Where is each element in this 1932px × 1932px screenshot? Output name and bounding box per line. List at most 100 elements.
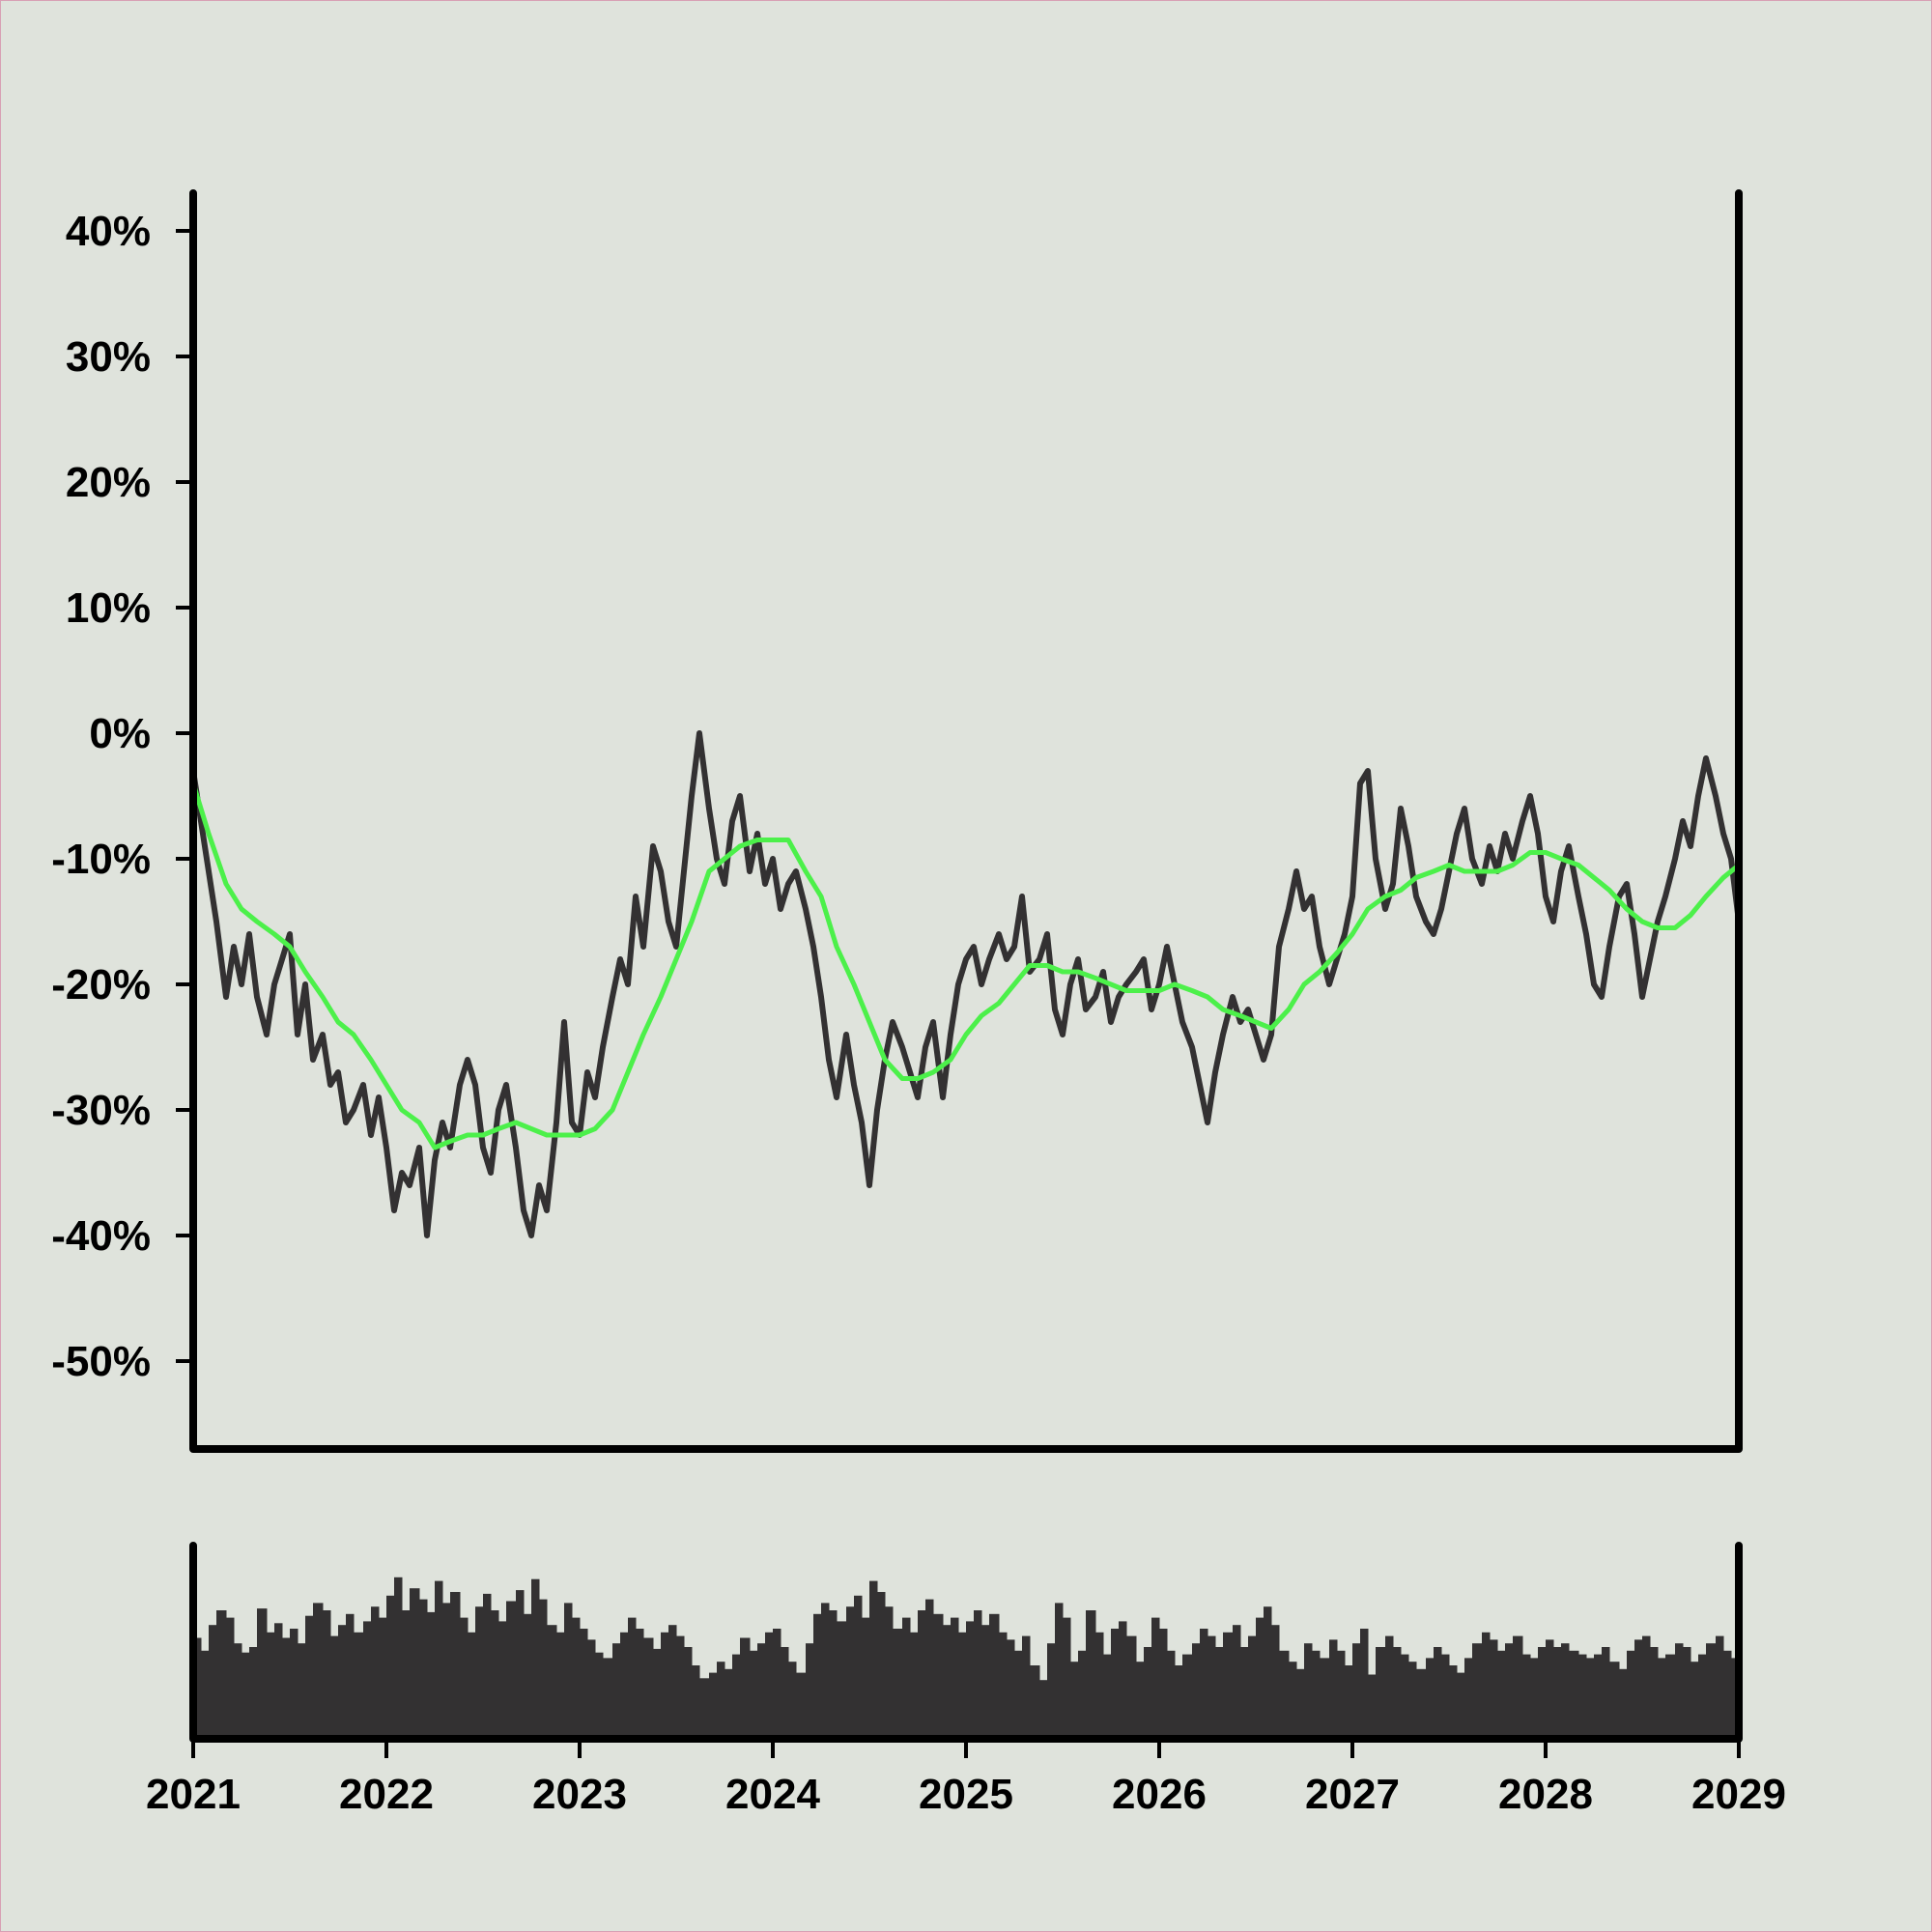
volume-bar [877,1592,886,1739]
volume-bar [724,1668,733,1739]
volume-bar [1634,1639,1643,1739]
y-tick-label: 20% [66,459,151,506]
volume-bar [242,1652,250,1739]
volume-bar [386,1595,395,1739]
volume-bar [346,1613,355,1739]
volume-bar [1449,1665,1458,1739]
x-tick-label: 2027 [1305,1771,1400,1818]
volume-bar [1111,1629,1120,1739]
volume-bar [1063,1617,1071,1739]
volume-bar [750,1650,758,1739]
volume-bar [1119,1621,1127,1739]
volume-bar [282,1637,291,1739]
volume-axes [189,1542,1743,1743]
volume-bar [1683,1647,1691,1739]
volume-bar [1151,1617,1160,1739]
volume-bar [338,1625,347,1739]
volume-bar [313,1603,324,1739]
volume-bar [234,1643,242,1739]
volume-bar [796,1672,807,1739]
volume-bar [435,1580,443,1739]
volume-bar [1159,1629,1168,1739]
volume-bar [1047,1643,1056,1739]
volume-bar [460,1617,469,1739]
volume-bar [1505,1643,1514,1739]
x-tick-label: 2023 [532,1771,627,1818]
x-axis-ticks: 2021 2022 2023 2024 2025 2026 2027 2028 2029 [146,1739,1786,1818]
volume-bar [290,1629,298,1739]
volume-bar [1337,1650,1346,1739]
volume-bar [732,1654,741,1739]
volume-bar [1175,1665,1183,1739]
volume-bar [788,1662,797,1739]
volume-bar [829,1610,838,1739]
volume-bar [1352,1643,1361,1739]
volume-bar [1233,1625,1241,1739]
volume-bar [757,1643,766,1739]
volume-bar [1538,1647,1547,1739]
volume-bar [539,1599,548,1739]
volume-bar [1103,1654,1112,1739]
volume-bar [773,1629,781,1739]
volume-bar [442,1603,451,1739]
volume-bar [1055,1603,1064,1739]
volume-bar [379,1617,387,1739]
volume-bar [475,1606,484,1739]
volume-bar [981,1625,990,1739]
volume-bar [1296,1668,1305,1739]
volume-bar [1248,1635,1257,1739]
volume-bar [862,1617,870,1739]
volume-bar [885,1606,894,1739]
volume-bar [1464,1658,1473,1739]
x-tick-label: 2025 [919,1771,1013,1818]
volume-bar [226,1617,235,1739]
volume-bar [661,1632,669,1739]
volume-bars [193,1577,1740,1739]
volume-bar [925,1599,934,1739]
volume-bar [684,1647,693,1739]
volume-bar [1690,1662,1699,1739]
volume-bar [201,1650,210,1739]
volume-bar [267,1632,275,1739]
volume-bar [298,1643,306,1739]
volume-bar [676,1635,685,1739]
y-tick-label: -30% [51,1087,151,1134]
volume-bar [974,1610,982,1739]
y-tick-label: 0% [89,710,151,757]
volume-bar [699,1678,710,1739]
volume-bar [1482,1632,1491,1739]
volume-bar [999,1632,1008,1739]
volume-bar [580,1629,588,1739]
volume-bar [740,1637,751,1739]
volume-bar [902,1617,911,1739]
x-tick-label: 2024 [725,1771,820,1818]
volume-bar [837,1621,847,1739]
volume-bar [943,1625,952,1739]
volume-bar [869,1580,878,1739]
volume-bar [692,1665,700,1739]
volume-bar [1553,1647,1562,1739]
volume-bar [556,1632,565,1739]
volume-bar [1167,1650,1176,1739]
volume-bar [547,1625,557,1739]
volume-bar [1675,1643,1684,1739]
volume-bar [709,1672,718,1739]
volume-bar [1497,1650,1506,1739]
volume-bar [1578,1654,1587,1739]
volume-bar [636,1629,644,1739]
volume-bar [1289,1662,1297,1739]
volume-bar [410,1588,420,1739]
volume-bar [1546,1639,1554,1739]
volume-bar [918,1610,926,1739]
volume-bar [1401,1654,1409,1739]
volume-bar [1698,1654,1707,1739]
volume-bar [1376,1647,1386,1739]
volume-bar [595,1652,604,1739]
volume-bar [910,1632,919,1739]
y-tick-label: -40% [51,1212,151,1260]
volume-bar [806,1643,814,1739]
volume-bar [524,1613,532,1739]
volume-bar [1256,1617,1264,1739]
volume-bar [516,1590,525,1739]
